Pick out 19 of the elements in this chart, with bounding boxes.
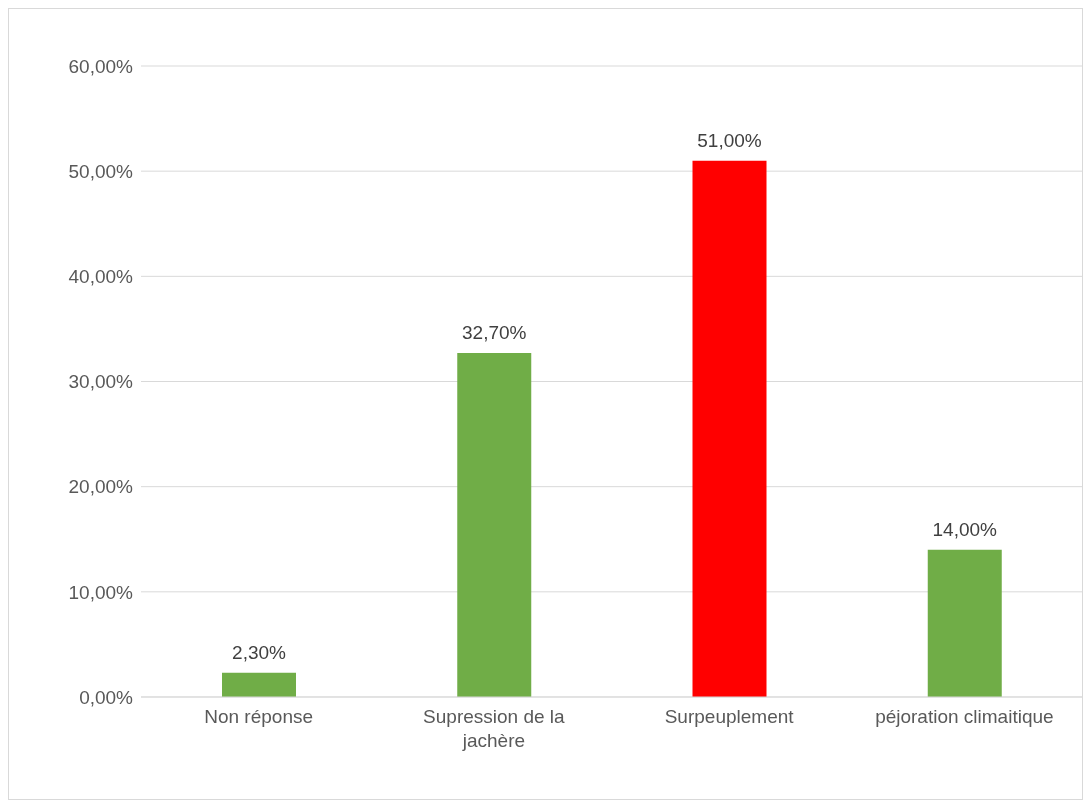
y-tick-label: 50,00%: [68, 160, 134, 182]
y-tick-label: 30,00%: [68, 371, 134, 393]
bar: [692, 160, 767, 697]
y-tick-label: 40,00%: [68, 266, 134, 288]
x-tick-label: Non réponse: [204, 706, 314, 727]
y-tick-label: 0,00%: [79, 686, 134, 708]
y-tick-label: 20,00%: [68, 476, 134, 498]
data-label: 2,30%: [232, 641, 287, 663]
bar: [457, 353, 532, 697]
x-tick-label: péjoration climaitique: [875, 706, 1054, 727]
data-label: 51,00%: [697, 129, 762, 151]
data-label: 32,70%: [462, 322, 527, 344]
x-tick-label: Surpeuplement: [664, 706, 795, 727]
y-tick-label: 60,00%: [68, 55, 134, 77]
bar: [927, 549, 1002, 697]
data-label: 14,00%: [932, 518, 998, 540]
y-tick-label: 10,00%: [68, 581, 134, 603]
bar: [222, 672, 296, 697]
x-tick-label: Supression de la jachère: [423, 706, 566, 751]
